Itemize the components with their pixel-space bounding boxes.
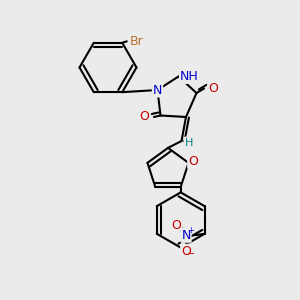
Text: O: O [140,110,149,124]
Text: H: H [185,137,193,148]
Text: O: O [208,82,218,95]
Text: N: N [153,83,162,97]
Text: Br: Br [130,35,143,48]
Text: NH: NH [180,70,199,83]
Text: +: + [187,226,194,235]
Text: O: O [188,155,198,168]
Text: O: O [181,245,191,258]
Text: N: N [181,229,191,242]
Text: −: − [187,249,196,259]
Text: O: O [172,219,181,232]
